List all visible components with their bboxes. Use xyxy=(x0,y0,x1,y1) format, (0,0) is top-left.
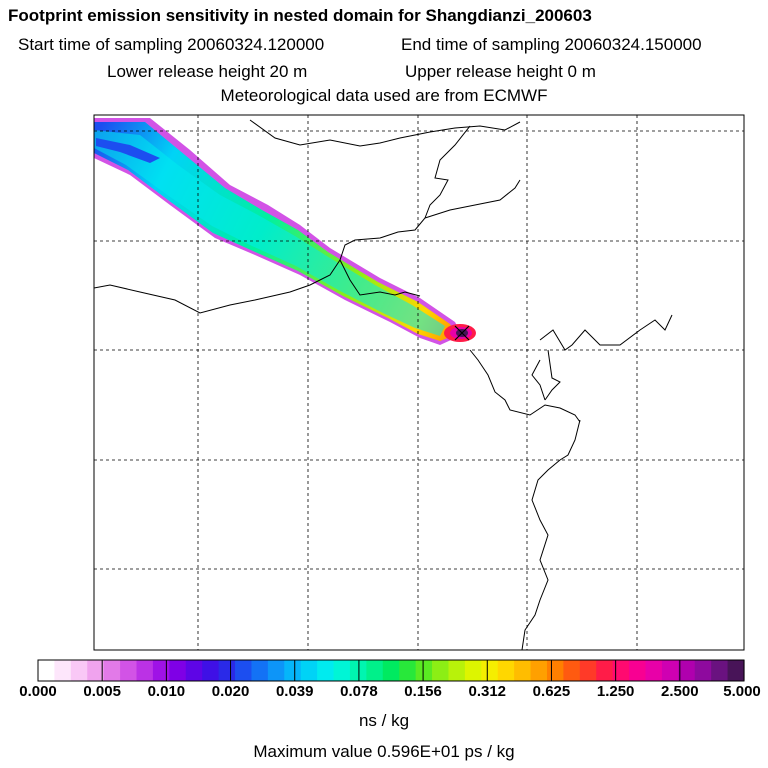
colorbar-tick-label: 5.000 xyxy=(723,683,761,700)
colorbar-tick-label: 0.625 xyxy=(532,683,571,700)
plume-inner xyxy=(94,130,445,336)
colorbar-swatch xyxy=(514,660,532,681)
start-sampling-time: Start time of sampling 20060324.120000 xyxy=(18,35,325,54)
colorbar-swatch xyxy=(530,660,548,681)
colorbar-tick-label: 0.156 xyxy=(404,683,442,700)
colorbar-swatch xyxy=(251,660,269,681)
colorbar-swatch xyxy=(711,660,729,681)
colorbar-swatch xyxy=(596,660,614,681)
colorbar-tick-label: 0.005 xyxy=(83,683,121,700)
colorbar-swatch xyxy=(645,660,663,681)
colorbar-swatch xyxy=(152,660,170,681)
colorbar-swatch xyxy=(136,660,154,681)
colorbar-swatch xyxy=(333,660,351,681)
map-area xyxy=(94,115,744,650)
colorbar-swatch xyxy=(169,660,187,681)
colorbar-swatch xyxy=(546,660,564,681)
colorbar-swatch xyxy=(579,660,597,681)
colorbar-tick-label: 0.010 xyxy=(147,683,186,700)
colorbar-tick-label: 0.312 xyxy=(468,683,507,700)
colorbar-swatch xyxy=(497,660,515,681)
colorbar xyxy=(38,660,745,681)
chart-title: Footprint emission sensitivity in nested… xyxy=(8,6,592,25)
colorbar-swatch xyxy=(70,660,88,681)
colorbar-ticks xyxy=(37,660,745,681)
maximum-value: Maximum value 0.596E+01 ps / kg xyxy=(253,742,515,761)
colorbar-swatch xyxy=(235,660,253,681)
colorbar-swatch xyxy=(448,660,466,681)
colorbar-tick-label: 0.078 xyxy=(340,683,378,700)
colorbar-tick-label: 0.039 xyxy=(275,683,314,700)
colorbar-swatch xyxy=(399,660,417,681)
colorbar-tick-label: 1.250 xyxy=(596,683,635,700)
colorbar-swatch xyxy=(267,660,285,681)
colorbar-unit: ns / kg xyxy=(358,711,410,730)
colorbar-swatch xyxy=(202,660,220,681)
colorbar-swatch xyxy=(727,660,745,681)
colorbar-swatch xyxy=(120,660,138,681)
colorbar-swatch xyxy=(661,660,679,681)
colorbar-tick-label: 2.500 xyxy=(661,683,699,700)
colorbar-tick-label: 0.000 xyxy=(19,683,57,700)
map-frame xyxy=(93,114,745,651)
upper-release-height: Upper release height 0 m xyxy=(405,62,596,81)
colorbar-swatch xyxy=(284,660,302,681)
colorbar-swatch xyxy=(38,660,56,681)
lower-release-height: Lower release height 20 m xyxy=(107,62,308,81)
colorbar-swatch xyxy=(481,660,499,681)
colorbar-tick-label: 0.020 xyxy=(211,683,250,700)
colorbar-swatch xyxy=(103,660,121,681)
colorbar-swatch xyxy=(563,660,581,681)
colorbar-swatch xyxy=(54,660,72,681)
colorbar-swatch xyxy=(678,660,696,681)
meteorological-data-source: Meteorological data used are from ECMWF xyxy=(220,86,548,105)
colorbar-swatch xyxy=(694,660,712,681)
colorbar-swatch xyxy=(366,660,384,681)
colorbar-swatch xyxy=(300,660,318,681)
colorbar-swatch xyxy=(87,660,105,681)
end-sampling-time: End time of sampling 20060324.150000 xyxy=(401,35,702,54)
coastlines xyxy=(94,119,673,650)
colorbar-swatch xyxy=(382,660,400,681)
receptor-marker xyxy=(454,325,470,341)
colorbar-swatch xyxy=(415,660,433,681)
colorbar-swatch xyxy=(629,660,647,681)
colorbar-swatch xyxy=(317,660,335,681)
colorbar-swatch xyxy=(464,660,482,681)
gridlines xyxy=(94,115,744,650)
colorbar-swatch xyxy=(185,660,203,681)
plume-core-west xyxy=(96,138,160,163)
colorbar-swatch xyxy=(432,660,450,681)
colorbar-swatch xyxy=(612,660,630,681)
colorbar-swatch xyxy=(218,660,236,681)
